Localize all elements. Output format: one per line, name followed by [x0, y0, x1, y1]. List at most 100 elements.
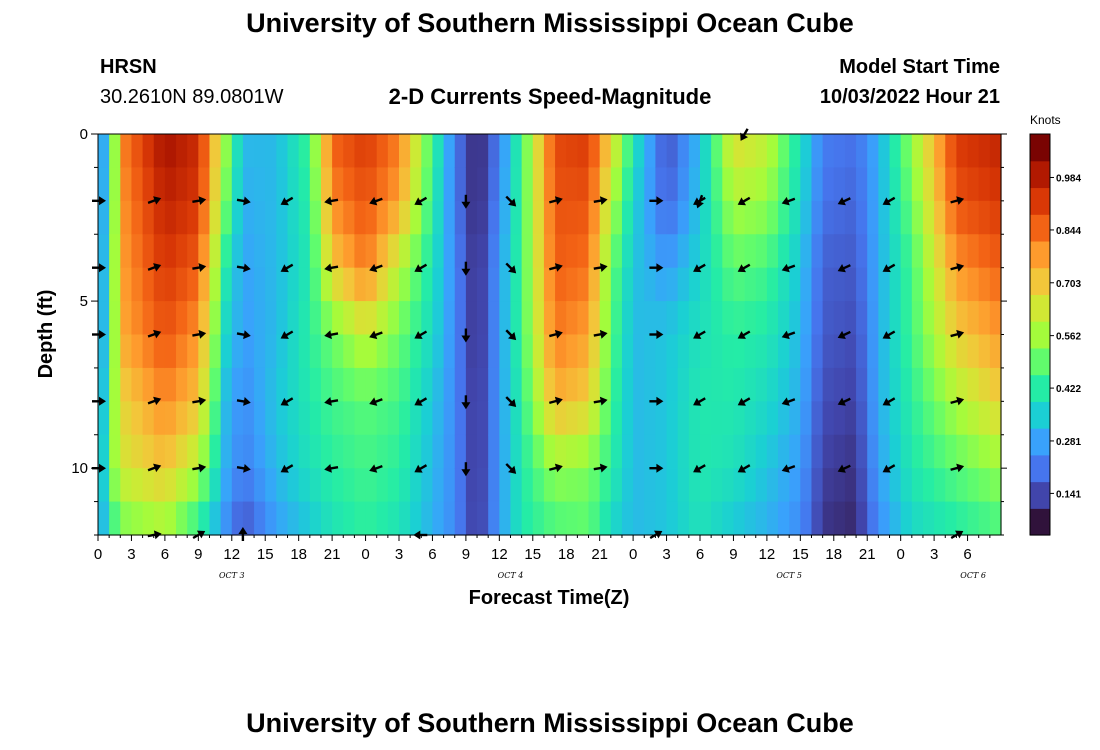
heatmap-cell	[198, 234, 211, 269]
heatmap-cell	[755, 301, 768, 336]
heatmap-cell	[454, 134, 467, 169]
heatmap-cell	[744, 167, 757, 202]
current-arrow	[147, 329, 162, 339]
heatmap-cell	[878, 134, 891, 169]
heatmap-cell	[655, 501, 668, 536]
heatmap-cell	[109, 200, 121, 235]
heatmap-cell	[588, 401, 601, 436]
heatmap-cell	[142, 200, 155, 235]
heatmap-cell	[242, 167, 255, 202]
heatmap-cell	[922, 367, 935, 402]
colorbar-segment	[1030, 160, 1050, 189]
heatmap-cell	[566, 200, 578, 235]
heatmap-cell	[677, 468, 690, 503]
heatmap-cell	[399, 401, 411, 436]
heatmap-cell	[789, 234, 801, 269]
heatmap-cell	[410, 200, 422, 235]
heatmap-cell	[410, 468, 422, 503]
heatmap-cell	[978, 267, 991, 302]
heatmap-cell	[911, 134, 924, 169]
heatmap-cell	[789, 501, 801, 536]
heatmap-cell	[833, 167, 846, 202]
heatmap-cell	[722, 301, 735, 336]
arrow-head	[99, 263, 106, 273]
heatmap-cell	[176, 501, 188, 536]
heatmap-cell	[789, 434, 801, 469]
heatmap-cell	[298, 401, 311, 436]
heatmap-cell	[465, 468, 478, 503]
heatmap-cell	[789, 267, 801, 302]
heatmap-cell	[265, 267, 277, 302]
heatmap-cell	[677, 367, 690, 402]
heatmap-cell	[878, 434, 891, 469]
heatmap-cell	[577, 234, 590, 269]
heatmap-cell	[599, 167, 612, 202]
colorbar-tick-label: 0.562	[1056, 332, 1081, 343]
heatmap-cell	[811, 434, 824, 469]
current-arrow	[461, 462, 471, 477]
colorbar-segment	[1030, 401, 1050, 429]
heatmap-cell	[432, 167, 445, 202]
heatmap-cell	[343, 367, 356, 402]
colorbar-tick-label: 0.703	[1056, 279, 1081, 290]
heatmap-cell	[822, 234, 835, 269]
heatmap-cell	[387, 434, 400, 469]
heatmap-cell	[387, 501, 400, 536]
heatmap-cell	[131, 200, 144, 235]
heatmap-cell	[711, 267, 723, 302]
arrow-head	[956, 263, 965, 272]
heatmap-cell	[789, 367, 801, 402]
heatmap-cell	[209, 434, 222, 469]
heatmap-cell	[187, 501, 199, 536]
heatmap-cell	[599, 134, 612, 169]
current-arrow	[693, 330, 706, 339]
heatmap-cell	[510, 200, 523, 235]
heatmap-cell	[354, 468, 367, 503]
heatmap-cell	[778, 234, 790, 269]
heatmap-cell	[822, 134, 835, 169]
colorbar-segment	[1030, 481, 1050, 509]
heatmap-cell	[833, 200, 846, 235]
heatmap-cell	[465, 401, 478, 436]
heatmap-cell	[309, 234, 322, 269]
heatmap-cell	[766, 468, 779, 503]
colorbar-frame	[1029, 133, 1051, 536]
arrow-head	[554, 329, 563, 339]
current-arrow	[950, 196, 965, 205]
heatmap-cell	[688, 434, 701, 469]
heatmap-cell	[443, 401, 456, 436]
heatmap-cell	[209, 234, 222, 269]
heatmap-cell	[187, 434, 199, 469]
heatmap-cell	[164, 334, 177, 369]
heatmap-cell	[945, 167, 958, 202]
heatmap-cell	[543, 301, 556, 336]
heatmap-cell	[242, 367, 255, 402]
arrow-head	[243, 397, 251, 406]
heatmap-cell	[956, 167, 969, 202]
arrow-head	[554, 463, 563, 473]
heatmap-cell	[298, 301, 311, 336]
heatmap-cell	[254, 301, 266, 336]
heatmap-cell	[778, 134, 790, 169]
heatmap-cell	[488, 234, 500, 269]
heatmap-cell	[320, 501, 333, 536]
heatmap-cell	[922, 167, 935, 202]
heatmap-cell	[332, 267, 344, 302]
heatmap-cell	[532, 434, 545, 469]
heatmap-cell	[343, 267, 356, 302]
heatmap-cell	[633, 200, 645, 235]
heatmap-cell	[176, 134, 188, 169]
heatmap-cell	[934, 200, 946, 235]
heatmap-cell	[410, 134, 422, 169]
heatmap-cell	[945, 134, 958, 169]
heatmap-cell	[454, 200, 467, 235]
current-arrow	[695, 194, 704, 209]
x-tick-label: 12	[223, 546, 240, 563]
heatmap-cell	[900, 501, 913, 536]
heatmap-cell	[499, 267, 512, 302]
current-arrow	[837, 197, 851, 206]
heatmap-cell	[543, 334, 556, 369]
arrow-head	[599, 263, 608, 272]
y-axis: 0 5 10	[71, 126, 1007, 536]
heatmap-cell	[900, 301, 913, 336]
